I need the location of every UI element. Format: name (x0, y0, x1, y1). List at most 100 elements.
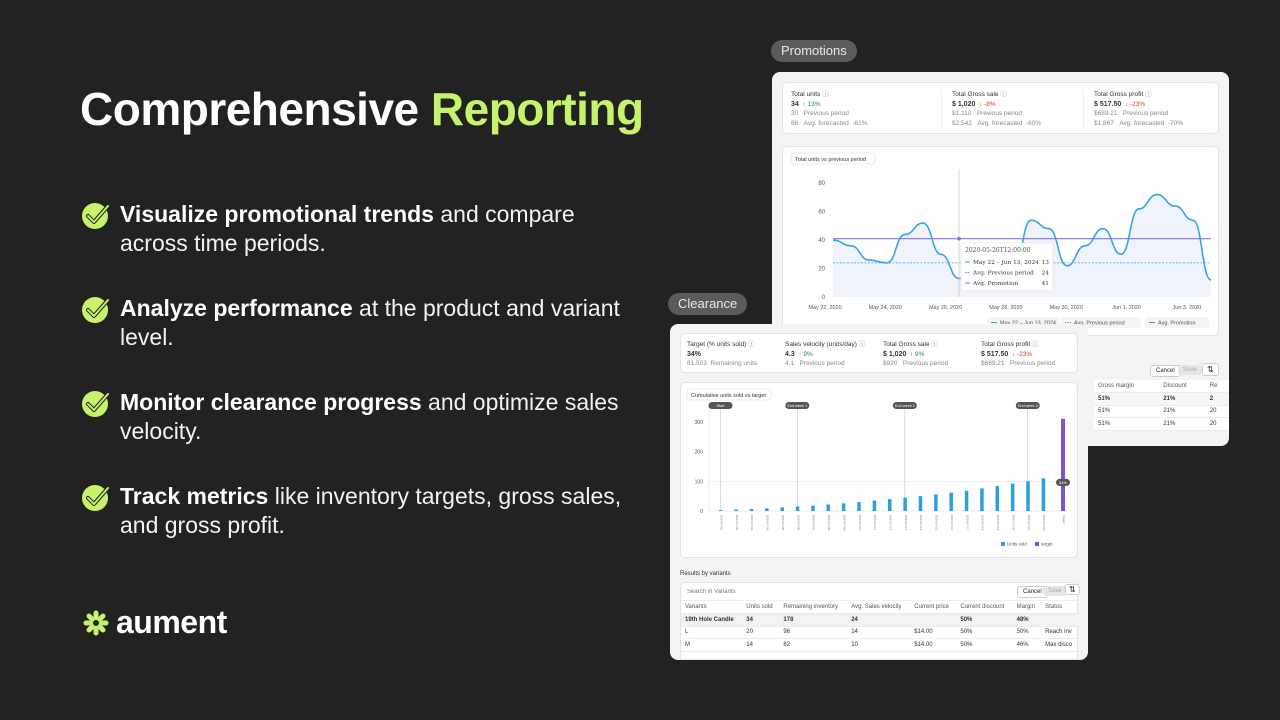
x-tick-label: 2024-07-02 (735, 515, 739, 531)
x-tick-label: 2024-07-09 (842, 515, 846, 531)
x-tick-label: 2024-07-15 (935, 515, 939, 531)
feature-bold: Analyze performance (120, 295, 353, 321)
bar-units-sold (872, 500, 877, 511)
bar-units-sold (949, 492, 953, 511)
x-tick-label: Jun 3, 2020 (1173, 305, 1202, 311)
bar-units-sold (1010, 483, 1015, 511)
bar-units-sold (811, 505, 815, 511)
tooltip-label: Avg. Previous period (972, 271, 1034, 277)
sort-icon[interactable]: ⇅ (1065, 584, 1080, 595)
x-tick-label: 2024-07-05 (781, 515, 785, 531)
x-tick-label: 2024-07-22 (1042, 515, 1046, 531)
series-main-line (832, 193, 1212, 284)
y-tick-label: 60 (818, 210, 825, 216)
bar-units-sold (841, 503, 846, 511)
clearance-save-button[interactable]: Save (1043, 586, 1067, 596)
asterisk-logo-icon (83, 610, 109, 635)
y-tick-label: 300 (695, 420, 704, 426)
feature-bold: Monitor clearance progress (120, 389, 422, 415)
feature-rest: and compare across time periods. (120, 201, 575, 256)
x-tick-label: 2024-07-10 (858, 515, 862, 531)
x-tick-label: 2024-07-03 (750, 515, 754, 531)
bar-units-sold (857, 502, 861, 511)
bar-units-sold (749, 508, 754, 511)
x-tick-label: 2024-07-19 (996, 515, 1000, 531)
chart-title-box (790, 152, 876, 165)
week-marker-label: End week 3 (1018, 404, 1038, 408)
x-tick-label: 2024-07-08 (827, 515, 831, 531)
x-tick-label: 2024-07-07 (812, 515, 816, 531)
week-marker-pill (892, 402, 917, 409)
legend-swatch (1035, 542, 1039, 546)
feature-bold: Track metrics (120, 483, 269, 509)
table-row[interactable]: 19th Hole Candle 34 178 24 50% 48% (681, 613, 1079, 626)
bar-units-sold (780, 507, 784, 511)
legend-label: Avg. Promotion (1158, 321, 1196, 327)
headline: Comprehensive Reporting (80, 82, 644, 136)
y-tick-label: 20 (818, 267, 825, 273)
tooltip-value: 13 (1042, 260, 1050, 266)
x-tick-label: May 30, 2020 (1050, 305, 1083, 311)
bar-units-sold (795, 506, 800, 511)
feature-item: Analyze performance at the product and v… (80, 294, 640, 352)
feature-item: Track metrics like inventory targets, gr… (80, 482, 640, 540)
x-tick-label: May 22, 2020 (808, 305, 841, 311)
bar-units-sold (995, 486, 1000, 511)
legend-label: Avg. Previous period (1074, 321, 1125, 327)
feature-rest: at the product and variant level. (120, 295, 620, 350)
bar-units-sold (826, 504, 831, 511)
bar-units-sold (719, 510, 723, 511)
tooltip-date: 2020-05-26T12:00:00 (965, 247, 1031, 254)
feature-rest: and optimize sales velocity. (120, 389, 619, 444)
metric-total-units: Total units ⓘ 34 ↑ 13% 30 Previous perio… (791, 91, 868, 127)
y-tick-label: 0 (700, 509, 703, 515)
x-tick-label: 2024-07-01 (720, 515, 724, 531)
bar-units-sold (934, 494, 938, 511)
checkmark-icon (82, 297, 110, 323)
metric-clearance-gross-sale: Total Gross sale ⓘ $ 1,020 ↑ 9% $920 Pre… (883, 341, 949, 367)
tooltip-label: Avg. Promotion (972, 281, 1018, 287)
y-tick-label: 100 (695, 479, 704, 485)
week-marker-label: End week 2 (895, 404, 915, 408)
table-row[interactable]: M 14 82 10 $14.00 50% 46% Max disco (681, 639, 1079, 651)
variants-search-input[interactable] (687, 586, 1007, 598)
bar-units-sold (903, 497, 907, 511)
promo-metrics-panel: Total units ⓘ 34 ↑ 13% 30 Previous perio… (782, 82, 1219, 134)
table-row[interactable]: L 20 96 14 $14.00 50% 50% Reach inv (681, 626, 1079, 639)
target-label: 34% (1059, 480, 1067, 485)
tooltip-value: 24 (1042, 271, 1050, 277)
chart-title: Total units vs previous period (795, 157, 866, 163)
bar-units-sold (964, 490, 969, 511)
legend-chip (1145, 317, 1209, 328)
bar-target (1061, 418, 1065, 511)
bar-units-sold (734, 509, 738, 511)
tooltip-value: 41 (1042, 281, 1049, 287)
x-tick-label: May 26, 2020 (929, 305, 962, 311)
x-tick-label: 2024-07-04 (766, 515, 770, 531)
clearance-metrics-panel: Target (% units sold) ⓘ 34% 81,503 Remai… (680, 333, 1078, 373)
feature-rest: like inventory targets, gross sales, and… (120, 483, 622, 538)
week-marker-label: Start (716, 404, 725, 408)
checkmark-icon (82, 391, 110, 417)
clearance-chart-panel: Cumulative units sold vs target 0 100 200 30… (680, 382, 1078, 558)
metric-clearance-gross-profit: Total Gross profit ⓘ $ 517.50 ↓ -23% $68… (981, 341, 1056, 367)
legend-label: Units sold (1007, 542, 1027, 547)
wordmark: aument (116, 604, 227, 640)
promo-save-button[interactable]: Save (1178, 365, 1202, 375)
feature-item: Visualize promotional trends and compare… (80, 200, 640, 258)
tooltip-label: May 22 – Jun 13, 2024 (973, 260, 1039, 266)
chart-title: Cumulative units sold vs target (691, 393, 766, 399)
aument-logo: aument (82, 604, 227, 641)
results-title: Results by variants (680, 571, 731, 577)
metric-target: Target (% units sold) ⓘ 34% 81,503 Remai… (687, 341, 758, 367)
promo-cancel-button[interactable]: Cancel (1150, 365, 1181, 377)
x-tick-label: 2024-07-14 (919, 515, 923, 531)
sort-icon[interactable]: ⇅ (1202, 363, 1219, 376)
cursor-point (957, 236, 961, 241)
metric-sales-velocity: Sales velocity (units/day) ⓘ 4.3 ↑ 9% 4.… (785, 341, 866, 367)
x-tick-label: Target (1062, 515, 1066, 524)
feature-bold: Visualize promotional trends (120, 201, 434, 227)
week-marker-pill (708, 402, 733, 409)
variants-table: Variants Units sold Remaining inventory Avg… (681, 600, 1079, 652)
